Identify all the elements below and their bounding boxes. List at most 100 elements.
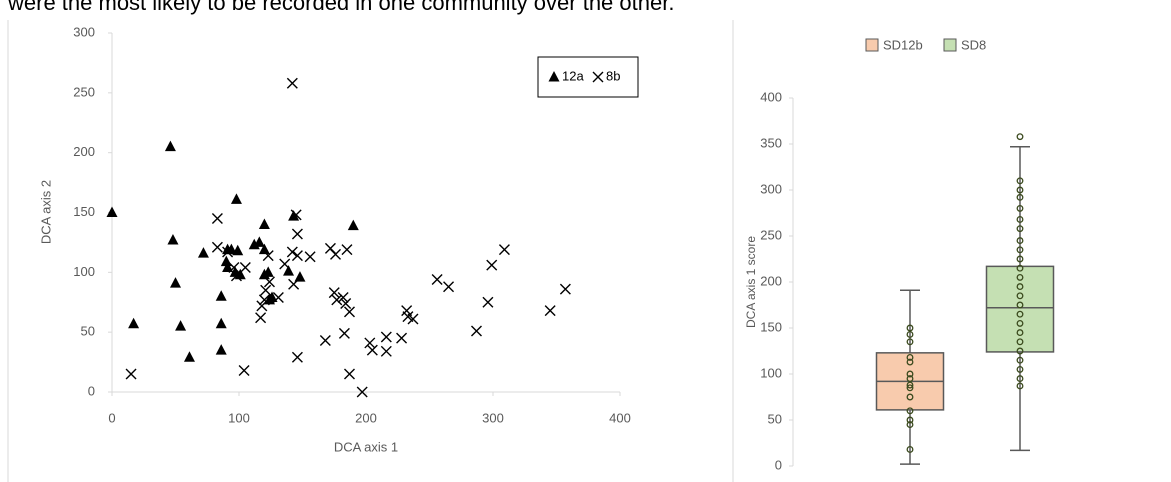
triangle-marker	[167, 234, 179, 245]
cross-marker	[443, 281, 455, 293]
cross-marker	[211, 241, 223, 253]
cross-marker	[380, 331, 392, 343]
data-point	[1016, 319, 1024, 327]
cross-marker	[366, 344, 378, 356]
data-point	[1016, 365, 1024, 373]
cross-marker	[340, 297, 352, 309]
y-tick-label: 400	[760, 89, 782, 104]
y-tick-label: 350	[760, 135, 782, 150]
data-point	[906, 330, 914, 338]
data-point	[1016, 204, 1024, 212]
triangle-marker	[164, 140, 176, 152]
data-point	[1016, 301, 1024, 309]
data-point	[1016, 273, 1024, 281]
cross-marker	[328, 287, 340, 299]
triangle-marker	[262, 266, 274, 277]
cross-marker	[407, 313, 419, 325]
data-point	[906, 324, 914, 332]
legend-label: 8b	[606, 68, 620, 83]
legend-label: SD12b	[883, 37, 923, 52]
cross-marker	[290, 209, 302, 221]
caption: were the most likely to be recorded in o…	[7, 0, 674, 15]
cross-marker	[263, 276, 275, 288]
legend-symbol	[592, 71, 604, 83]
data-point	[1016, 186, 1024, 194]
data-point	[1016, 310, 1024, 318]
cross-marker	[470, 325, 482, 337]
cross-marker	[288, 278, 300, 290]
y-tick-label: 0	[775, 457, 782, 472]
cross-marker	[256, 300, 268, 312]
cross-marker	[238, 364, 250, 376]
cross-marker	[431, 274, 443, 286]
triangle-marker	[175, 320, 187, 331]
data-point	[1016, 193, 1024, 201]
cross-marker	[222, 246, 234, 258]
cross-marker	[230, 270, 242, 282]
y-tick-label: 0	[88, 383, 95, 398]
cross-marker	[498, 244, 510, 256]
triangle-marker	[288, 210, 300, 221]
triangle-marker	[347, 219, 359, 231]
data-point	[906, 421, 914, 429]
cross-marker	[272, 291, 284, 303]
y-tick-label: 200	[760, 273, 782, 288]
data-point	[1016, 246, 1024, 254]
triangle-marker	[215, 344, 227, 355]
cross-marker	[544, 305, 556, 317]
x-tick-label: 100	[228, 410, 250, 425]
triangle-marker	[222, 261, 234, 273]
cross-marker	[486, 259, 498, 271]
y-tick-label: 200	[73, 144, 95, 159]
y-tick-label: 50	[81, 324, 95, 339]
y-tick-label: 100	[73, 264, 95, 279]
triangle-marker	[183, 351, 195, 362]
triangle-marker	[253, 236, 265, 247]
cross-marker	[304, 251, 316, 263]
triangle-marker	[215, 317, 227, 329]
data-point	[906, 375, 914, 383]
data-point	[906, 445, 914, 453]
triangle-marker	[128, 317, 140, 329]
x-tick-label: 0	[108, 410, 115, 425]
cross-marker	[482, 296, 494, 308]
data-point	[1016, 177, 1024, 185]
cross-marker	[343, 306, 355, 318]
data-point	[906, 338, 914, 346]
triangle-marker	[266, 291, 278, 302]
y-tick-label: 300	[760, 181, 782, 196]
data-point	[906, 393, 914, 401]
cross-marker	[125, 368, 137, 380]
data-point	[1016, 338, 1024, 346]
legend-swatch	[943, 38, 957, 52]
y-axis-title: DCA axis 2	[38, 180, 53, 244]
cross-marker	[337, 291, 349, 303]
triangle-marker	[230, 193, 242, 204]
y-tick-label: 50	[768, 411, 782, 426]
legend-swatch	[865, 38, 879, 52]
cross-marker	[380, 345, 392, 357]
cross-marker	[291, 351, 303, 363]
data-point	[906, 370, 914, 378]
data-point	[1016, 356, 1024, 364]
data-point	[1016, 329, 1024, 337]
cross-marker	[330, 248, 342, 260]
y-tick-label: 150	[760, 319, 782, 334]
legend-symbol	[548, 71, 560, 82]
y-tick-label: 100	[760, 365, 782, 380]
cross-marker	[319, 335, 331, 347]
cross-marker	[343, 368, 355, 380]
triangle-marker	[106, 206, 118, 217]
data-point	[1016, 215, 1024, 223]
triangle-marker	[258, 218, 270, 229]
legend-label: SD8	[961, 37, 986, 52]
y-tick-label: 300	[73, 24, 95, 39]
x-axis-title: DCA axis 1	[334, 439, 398, 454]
data-point	[906, 416, 914, 424]
data-point	[1016, 237, 1024, 245]
triangle-marker	[232, 244, 244, 256]
cross-marker	[356, 386, 368, 398]
data-point	[1016, 375, 1024, 383]
cross-marker	[239, 262, 251, 274]
x-tick-label: 200	[355, 410, 377, 425]
